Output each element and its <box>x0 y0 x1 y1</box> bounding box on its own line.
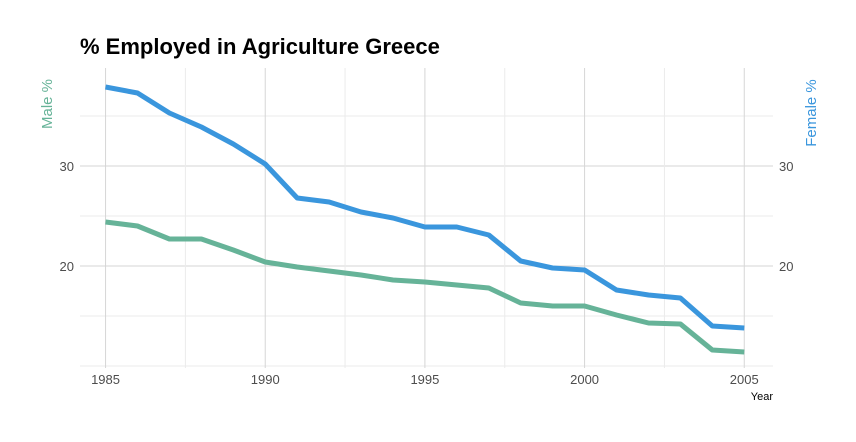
x-tick-labels: 1985 1990 1995 2000 2005 <box>91 372 759 387</box>
series-lines <box>105 84 745 355</box>
chart-title: % Employed in Agriculture Greece <box>80 34 440 59</box>
y-axis-right-title: Female % <box>803 79 820 147</box>
y-right-tick-label: 30 <box>779 159 793 174</box>
y-left-tick-label: 20 <box>60 259 74 274</box>
x-tick-label: 1995 <box>410 372 439 387</box>
y-axis-left-title: Male % <box>39 79 56 129</box>
y-tick-labels: 20 30 20 30 <box>60 159 794 274</box>
x-tick-label: 1985 <box>91 372 120 387</box>
y-left-tick-label: 30 <box>60 159 74 174</box>
x-tick-label: 1990 <box>251 372 280 387</box>
x-tick-label: 2000 <box>570 372 599 387</box>
y-right-tick-label: 20 <box>779 259 793 274</box>
x-axis-title: Year <box>751 391 774 403</box>
x-tick-label: 2005 <box>730 372 759 387</box>
series-line-female <box>105 84 745 331</box>
series-line-male <box>105 219 745 355</box>
